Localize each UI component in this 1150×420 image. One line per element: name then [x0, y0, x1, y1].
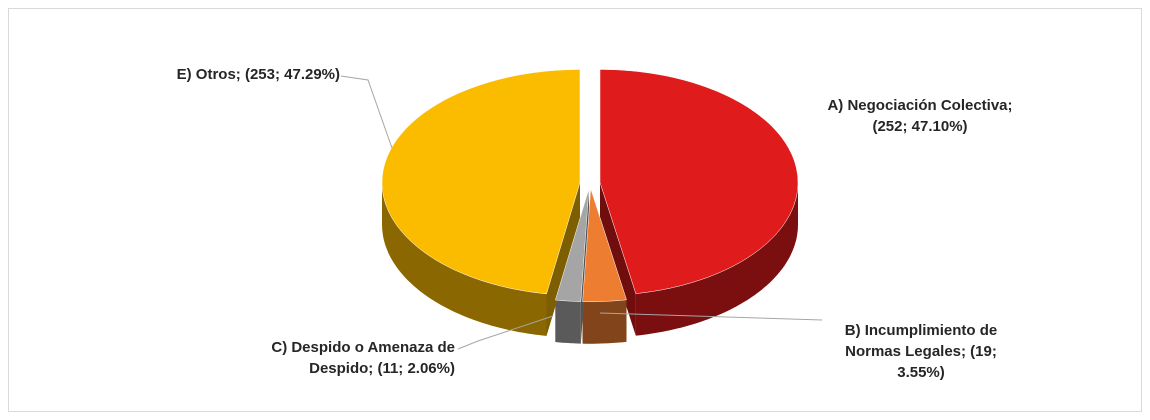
slice-wall [555, 300, 581, 344]
slice-side-shade [600, 182, 636, 336]
data-label: A) Negociación Colectiva; (252; 47.10%) [827, 97, 1013, 135]
data-label: C) Despido o Amenaza de Despido; (11; 2.… [271, 339, 455, 377]
slice [555, 188, 590, 302]
slice-wall-shade [382, 182, 547, 336]
leader-line [340, 75, 393, 149]
chart-border [8, 8, 1142, 412]
slice [381, 69, 581, 295]
leader-line [457, 315, 554, 350]
slice-wall-shade [555, 300, 581, 344]
slice-wall-shade [582, 299, 627, 344]
slice-wall-shade [635, 182, 798, 336]
pie [381, 69, 799, 344]
slice-wall [582, 299, 627, 344]
slice [599, 69, 799, 294]
leader-line [599, 312, 823, 321]
data-label: B) Incumplimiento de Normas Legales; (19… [844, 322, 998, 381]
slice-wall [635, 182, 798, 336]
slice-side-shade [546, 182, 580, 336]
slice-wall [382, 182, 547, 336]
data-label: E) Otros; (253; 47.29%) [176, 66, 340, 83]
slice [582, 188, 627, 302]
